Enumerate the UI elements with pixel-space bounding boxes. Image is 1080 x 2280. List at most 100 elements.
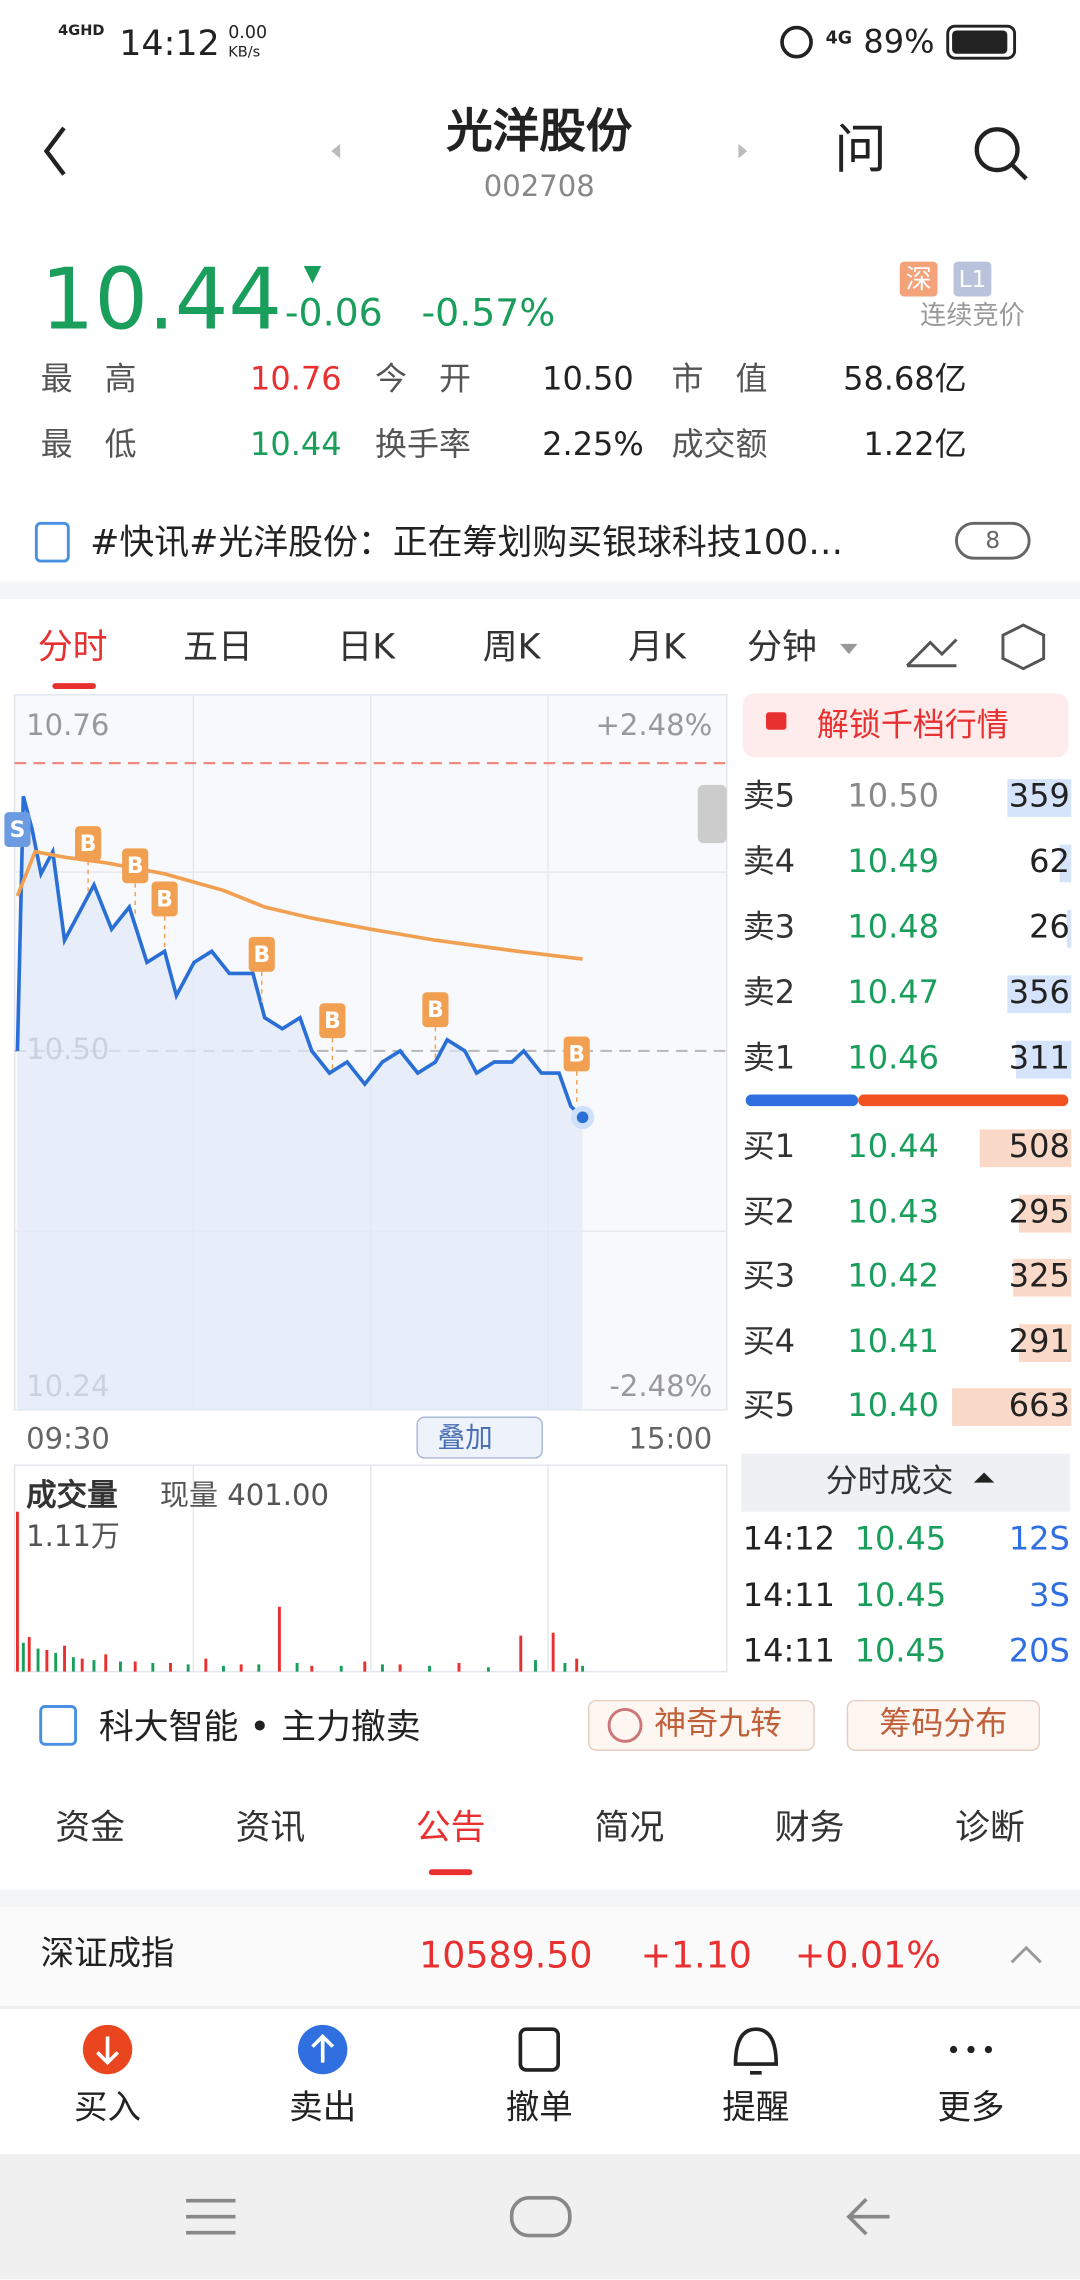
nav-label[interactable]: 撤单 xyxy=(505,2089,573,2128)
trade-marker xyxy=(4,812,31,847)
news-icon xyxy=(34,521,70,563)
volume-bar xyxy=(119,1661,122,1672)
button-label[interactable]: 神奇九转 xyxy=(654,1706,783,1743)
info-tab[interactable]: 资金 xyxy=(55,1806,126,1848)
overlay-button[interactable] xyxy=(416,1416,543,1459)
button[interactable] xyxy=(846,1699,1041,1751)
depth-bar xyxy=(1060,844,1072,883)
news-count-badge[interactable] xyxy=(954,521,1031,560)
level-volume: 356 xyxy=(1008,975,1070,1012)
button[interactable] xyxy=(587,1699,815,1751)
expand-icon[interactable] xyxy=(1010,1945,1042,1964)
trade-marker xyxy=(563,1036,590,1072)
depth-bar xyxy=(1007,975,1072,1014)
index-change: +1.10 xyxy=(640,1933,752,1977)
volume-bar xyxy=(104,1654,108,1672)
button-label[interactable]: 筹码分布 xyxy=(879,1706,1008,1743)
chart-tab[interactable]: 周K xyxy=(482,626,541,668)
nav-label[interactable]: 卖出 xyxy=(289,2089,357,2128)
home-key[interactable] xyxy=(509,2195,572,2238)
trade-marker-label: B xyxy=(324,1009,341,1034)
trade-marker-label: S xyxy=(10,818,26,843)
volume-bar xyxy=(15,1511,19,1672)
cancel-icon[interactable] xyxy=(518,2027,560,2072)
trade-marker-label: B xyxy=(127,854,144,879)
search-icon[interactable] xyxy=(974,127,1020,173)
chart-tab[interactable]: 五日 xyxy=(183,626,253,668)
chart-tab[interactable]: 日K xyxy=(337,626,396,668)
volume-bar xyxy=(204,1658,208,1672)
network: 4GHD xyxy=(58,23,105,40)
info-tab[interactable]: 财务 xyxy=(774,1806,845,1848)
volume-bar xyxy=(133,1661,137,1672)
exchange-badge: 深 xyxy=(906,265,932,295)
back-icon[interactable] xyxy=(43,126,66,176)
trade-marker-label: B xyxy=(427,998,444,1023)
level-price: 10.44 xyxy=(847,1129,939,1166)
signal-text[interactable]: 科大智能 • 主力撤卖 xyxy=(98,1706,421,1748)
depth-bar xyxy=(1006,779,1072,817)
trade-price: 10.45 xyxy=(854,1633,947,1671)
battery xyxy=(946,24,1017,60)
index-name: 深证成指 xyxy=(40,1935,175,1974)
stat-value: 10.76 xyxy=(250,361,342,399)
index-bar xyxy=(0,1907,1080,2006)
chart-tab[interactable]: 分时 xyxy=(37,626,108,668)
info-tab[interactable]: 诊断 xyxy=(954,1806,1025,1848)
trade-marker xyxy=(151,881,178,917)
stat-value: 58.68亿 xyxy=(843,361,967,399)
stock-code: 002708 xyxy=(483,168,595,204)
settings-icon[interactable] xyxy=(1001,623,1046,671)
info-tab[interactable]: 资讯 xyxy=(235,1806,306,1848)
depth-bar xyxy=(1015,1040,1072,1079)
trade-marker xyxy=(75,826,102,862)
level-volume: 295 xyxy=(1008,1194,1070,1231)
divider xyxy=(0,1889,1080,1908)
back-key[interactable] xyxy=(846,2197,890,2236)
chart-tab[interactable]: 月K xyxy=(628,626,686,668)
chart-tab[interactable]: 分钟 xyxy=(747,626,817,668)
stat-label: 最 低 xyxy=(40,427,137,464)
volume-bar xyxy=(92,1660,96,1672)
trade-marker-label: B xyxy=(80,832,97,857)
volume-bar xyxy=(486,1667,490,1672)
trade-marker xyxy=(122,848,149,884)
volume-bar xyxy=(277,1606,281,1672)
bell-icon[interactable] xyxy=(733,2027,779,2075)
info-tab[interactable]: 公告 xyxy=(415,1806,486,1848)
nav-label[interactable]: 提醒 xyxy=(722,2089,790,2128)
ask-button[interactable]: 问 xyxy=(834,120,887,181)
unlock-button[interactable] xyxy=(742,693,1069,758)
menu-key[interactable] xyxy=(186,2198,236,2235)
sort-icon xyxy=(973,1472,995,1483)
info-tab[interactable]: 简况 xyxy=(594,1806,665,1848)
draw-icon[interactable] xyxy=(905,638,958,668)
stat-value: 2.25% xyxy=(542,427,644,464)
nav-label[interactable]: 买入 xyxy=(74,2089,141,2128)
trades-title: 分时成交 xyxy=(825,1463,954,1501)
stock-name: 光洋股份 xyxy=(446,103,633,159)
level-badge: L1 xyxy=(959,266,987,293)
nav-label[interactable]: 更多 xyxy=(937,2089,1005,2128)
clock: 14:12 xyxy=(119,23,220,64)
level-label: 买4 xyxy=(742,1323,796,1360)
arrow xyxy=(96,2033,335,2066)
level-volume: 311 xyxy=(1008,1040,1070,1078)
trade-time: 14:12 xyxy=(742,1521,835,1559)
dot xyxy=(984,2045,993,2054)
level-price: 10.46 xyxy=(847,1040,939,1078)
lock-icon xyxy=(766,712,787,730)
volume-bar xyxy=(295,1662,299,1672)
price: 10.44 xyxy=(40,250,283,349)
trade-marker-label: B xyxy=(568,1042,585,1067)
depth-bar xyxy=(1066,909,1072,948)
trade-price: 10.45 xyxy=(854,1521,947,1559)
volume-bar xyxy=(151,1662,155,1672)
unlock-label[interactable]: 解锁千档行情 xyxy=(816,707,1009,745)
collapse-handle[interactable] xyxy=(697,784,727,844)
stat-label: 最 高 xyxy=(40,361,137,399)
search-icon xyxy=(1010,162,1028,181)
news-headline[interactable]: #快讯#光洋股份：正在筹划购买银球科技100… xyxy=(90,521,844,563)
level-volume: 508 xyxy=(1008,1129,1070,1166)
overlay-label: 叠加 xyxy=(438,1421,493,1454)
